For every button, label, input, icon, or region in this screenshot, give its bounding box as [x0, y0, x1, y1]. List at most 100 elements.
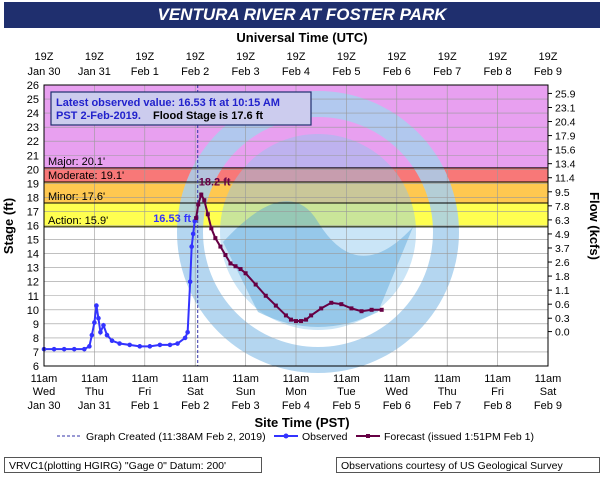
- bottom-tick-date: Feb 4: [282, 400, 310, 412]
- observed-point: [182, 335, 188, 341]
- bottom-tick-time: 11am: [81, 373, 108, 385]
- forecast-point: [238, 267, 243, 272]
- top-tick-label: 19Z: [186, 51, 205, 63]
- bottom-tick-time: 11am: [333, 373, 360, 385]
- flow-tick-label: 17.9: [555, 131, 576, 143]
- observed-point: [189, 244, 194, 249]
- info-box-line2a: PST 2-Feb-2019.: [56, 110, 141, 122]
- forecast-point: [253, 282, 258, 287]
- bottom-tick-time: 11am: [535, 373, 562, 385]
- y-tick-label: 15: [27, 235, 39, 247]
- forecast-point: [379, 307, 384, 312]
- forecast-point: [309, 313, 314, 318]
- flow-tick-label: 0.6: [555, 299, 570, 311]
- bottom-tick-time: 11am: [131, 373, 158, 385]
- bottom-tick-day: Sun: [236, 386, 256, 398]
- y-tick-label: 8: [33, 333, 39, 345]
- top-tick-date: Jan 31: [78, 66, 111, 78]
- y-tick-label: 16: [27, 221, 39, 233]
- y-tick-label: 6: [33, 361, 39, 373]
- bottom-tick-day: Thu: [438, 386, 457, 398]
- top-tick-date: Feb 3: [232, 66, 260, 78]
- observed-point: [127, 342, 132, 348]
- bottom-tick-day: Fri: [491, 386, 504, 398]
- flow-tick-label: 20.4: [555, 117, 576, 129]
- top-tick-label: 19Z: [236, 51, 255, 63]
- forecast-point: [349, 306, 354, 311]
- flow-tick-label: 1.1: [555, 285, 570, 297]
- observed-point: [96, 315, 101, 321]
- legend-forecast-marker: [366, 434, 370, 438]
- top-tick-date: Feb 1: [131, 66, 159, 78]
- forecast-point: [339, 302, 344, 307]
- forecast-point: [319, 306, 324, 311]
- forecast-point: [359, 309, 364, 314]
- top-tick-label: 19Z: [135, 51, 154, 63]
- bottom-tick-date: Feb 6: [383, 400, 411, 412]
- forecast-point: [205, 212, 210, 217]
- flow-tick-label: 2.6: [555, 257, 570, 269]
- bottom-tick-day: Sat: [540, 386, 557, 398]
- flood-label-major: Major: 20.1': [48, 156, 105, 168]
- top-tick-date: Feb 6: [383, 66, 411, 78]
- forecast-point: [228, 261, 233, 266]
- observed-point: [61, 346, 67, 352]
- forecast-point: [202, 198, 207, 203]
- top-tick-label: 19Z: [287, 51, 306, 63]
- legend-observed-marker: [283, 433, 289, 439]
- flow-tick-label: 23.1: [555, 102, 576, 114]
- top-tick-label: 19Z: [35, 51, 54, 63]
- flow-tick-label: 6.3: [555, 215, 570, 227]
- forecast-point: [196, 202, 201, 207]
- forecast-point: [369, 307, 374, 312]
- flow-tick-label: 0.3: [555, 313, 570, 325]
- bottom-tick-time: 11am: [31, 373, 58, 385]
- observed-line: [44, 217, 198, 351]
- observed-point: [104, 332, 110, 338]
- chart-title: VENTURA RIVER AT FOSTER PARK: [4, 2, 600, 28]
- bottom-tick-time: 11am: [383, 373, 410, 385]
- forecast-point: [283, 313, 288, 318]
- y-tick-label: 11: [28, 291, 39, 303]
- bottom-tick-time: 11am: [232, 373, 259, 385]
- top-tick-date: Feb 7: [433, 66, 461, 78]
- plot-border: [43, 84, 549, 367]
- forecast-point: [294, 319, 298, 324]
- flow-tick-label: 3.7: [555, 243, 570, 255]
- observed-point: [71, 346, 77, 352]
- bottom-tick-time: 11am: [434, 373, 461, 385]
- forecast-point: [233, 264, 238, 269]
- top-tick-date: Feb 5: [332, 66, 360, 78]
- bottom-tick-date: Feb 2: [181, 400, 209, 412]
- observed-point: [87, 344, 92, 349]
- y-tick-label: 14: [27, 249, 39, 261]
- bottom-tick-day: Thu: [85, 386, 104, 398]
- y-tick-label: 12: [27, 277, 39, 289]
- top-axis-title: Universal Time (UTC): [236, 30, 367, 45]
- bottom-tick-day: Tue: [337, 386, 356, 398]
- legend-forecast: Forecast (issued 1:51PM Feb 1): [384, 431, 534, 443]
- bottom-tick-date: Feb 1: [131, 400, 159, 412]
- y2-axis-title: Flow (kcfs): [587, 192, 602, 260]
- flow-tick-label: 4.9: [555, 229, 570, 241]
- y-tick-label: 9: [33, 319, 39, 331]
- bottom-tick-day: Sat: [187, 386, 204, 398]
- forecast-point: [223, 253, 228, 258]
- bottom-tick-day: Fri: [138, 386, 151, 398]
- flow-tick-label: 11.4: [555, 173, 575, 185]
- bottom-tick-date: Feb 7: [433, 400, 461, 412]
- forecast-point: [213, 236, 218, 241]
- bottom-tick-day: Mon: [285, 386, 306, 398]
- forecast-point: [194, 216, 199, 221]
- observed-point: [157, 342, 163, 348]
- bottom-tick-day: Wed: [386, 386, 408, 398]
- annotation-observed: 16.53 ft: [153, 213, 191, 225]
- top-tick-label: 19Z: [85, 51, 104, 63]
- top-tick-date: Feb 2: [181, 66, 209, 78]
- forecast-point: [209, 226, 214, 231]
- observed-point: [117, 341, 122, 346]
- flow-tick-label: 1.8: [555, 271, 570, 283]
- top-tick-label: 19Z: [337, 51, 356, 63]
